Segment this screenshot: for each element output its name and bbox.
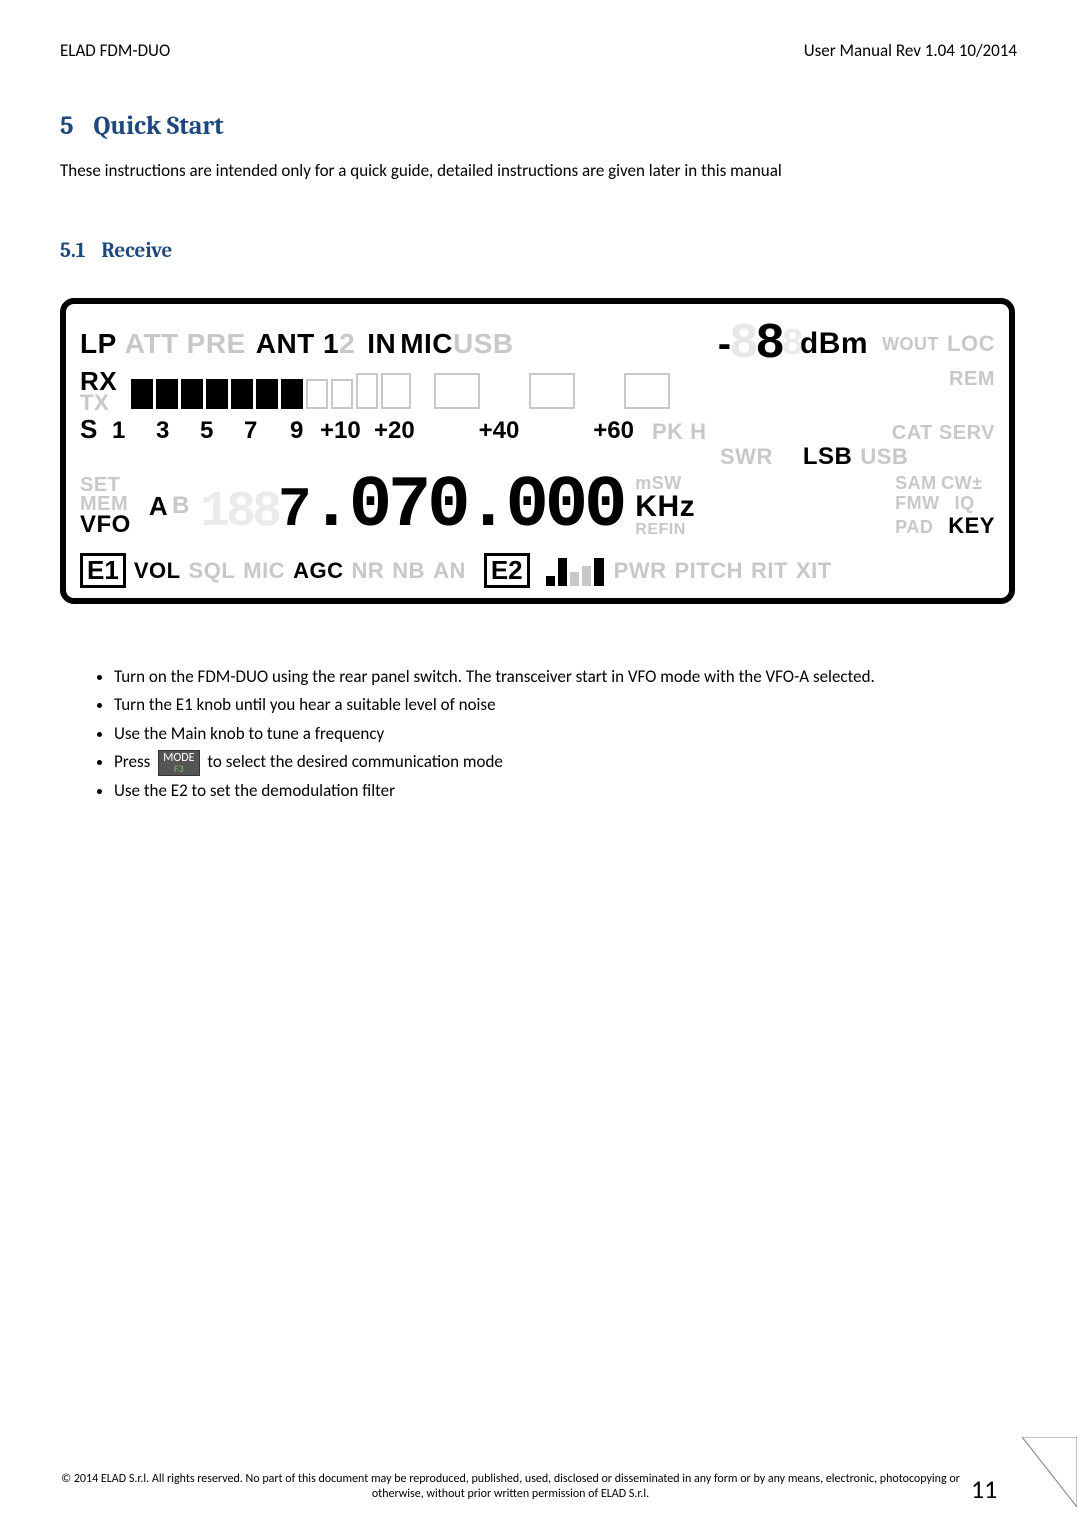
bullet-2: Turn the E1 knob until you hear a suitab…	[114, 692, 1017, 718]
section-heading: 5 Quick Start	[60, 111, 1017, 141]
lcd-tx: TX	[80, 393, 117, 414]
page-header: ELAD FDM-DUO User Manual Rev 1.04 10/201…	[60, 40, 1017, 61]
lcd-row-3: S 1 3 5 7 9 +10 +20 +40 +60 PK H CAT SER…	[80, 414, 995, 445]
section-title: Quick Start	[94, 111, 224, 141]
lcd-khz: KHz	[635, 492, 695, 522]
lcd-p60: +60	[554, 417, 634, 445]
lcd-nb: NB	[392, 558, 425, 584]
lcd-usb-in: USB	[453, 328, 514, 360]
lcd-panel: LP ATT PRE ANT 12 IN MIC USB - 8 8 8 dBm	[60, 298, 1015, 604]
lcd-s1: 1	[112, 417, 156, 445]
lcd-cwpm: CW±	[941, 473, 982, 493]
footer-copyright: © 2014 ELAD S.r.l. All rights reserved. …	[60, 1472, 961, 1503]
lcd-row-1: LP ATT PRE ANT 12 IN MIC USB - 8 8 8 dBm	[80, 316, 995, 373]
lcd-s9: 9	[290, 417, 320, 445]
lcd-mic-e1: MIC	[243, 558, 285, 584]
lcd-refin: REFIN	[635, 522, 695, 538]
lcd-an: AN	[433, 558, 466, 584]
bullet-list: Turn on the FDM-DUO using the rear panel…	[90, 664, 1017, 804]
lcd-vfo-a: A	[149, 491, 168, 522]
lcd-p10: +10	[320, 417, 374, 445]
lcd-ant2: 2	[339, 328, 355, 360]
page-footer: © 2014 ELAD S.r.l. All rights reserved. …	[60, 1472, 1017, 1503]
lcd-dbm-ghost: 8	[781, 323, 800, 366]
lcd-s-meter	[131, 373, 673, 409]
lcd-sql: SQL	[189, 558, 236, 584]
lcd-fmw: FMW	[895, 493, 939, 513]
lcd-e1: E1	[80, 553, 126, 588]
lcd-xit: XIT	[796, 558, 832, 584]
lcd-sam: SAM	[895, 473, 937, 493]
bullet-1: Turn on the FDM-DUO using the rear panel…	[114, 664, 1017, 690]
lcd-agc: AGC	[293, 558, 343, 584]
subsection-heading: 5.1 Receive	[60, 239, 1017, 263]
page-corner-icon	[1022, 1437, 1077, 1507]
lcd-iq: IQ	[955, 493, 975, 513]
mode-button-icon: MODE F3	[158, 750, 199, 776]
lcd-mic: MIC	[400, 328, 453, 360]
lcd-vol: VOL	[134, 558, 181, 584]
lcd-freq-right: 000	[506, 465, 624, 547]
lcd-row-5: E1 VOL SQL MIC AGC NR NB AN E2	[80, 553, 995, 588]
bullet-4: Press MODE F3 to select the desired comm…	[114, 749, 1017, 776]
lcd-pitch: PITCH	[674, 558, 743, 584]
lcd-ant1: ANT 1	[256, 328, 339, 360]
lcd-pkh: PK H	[652, 419, 707, 445]
lcd-vfo-b: B	[172, 492, 190, 520]
mode-btn-bottom: F3	[163, 764, 194, 774]
lcd-serv: SERV	[939, 422, 995, 445]
lcd-e2: E2	[484, 553, 530, 588]
header-right: User Manual Rev 1.04 10/2014	[804, 40, 1017, 61]
lcd-freq-mid: 070	[349, 465, 467, 547]
lcd-cat: CAT	[892, 422, 933, 445]
lcd-set: SET	[80, 476, 131, 495]
lcd-vfo: VFO	[80, 514, 131, 537]
lcd-freq-7: 7	[278, 478, 308, 542]
section-number: 5	[60, 111, 74, 141]
lcd-p20: +20	[374, 417, 444, 445]
lcd-pwr: PWR	[614, 558, 667, 584]
lcd-loc: LOC	[947, 331, 995, 357]
lcd-wout: WOUT	[882, 335, 939, 353]
lcd-pre: PRE	[187, 328, 246, 360]
bullet-4b: to select the desired communication mode	[207, 751, 502, 772]
section-intro: These instructions are intended only for…	[60, 159, 1017, 184]
lcd-att: ATT	[125, 328, 179, 360]
subsection-number: 5.1	[60, 239, 85, 263]
lcd-p40: +40	[444, 417, 554, 445]
lcd-rit: RIT	[751, 558, 788, 584]
lcd-s: S	[80, 414, 112, 445]
bullet-3: Use the Main knob to tune a frequency	[114, 721, 1017, 747]
lcd-in: IN	[367, 328, 396, 360]
lcd-s3: 3	[156, 417, 200, 445]
lcd-e2-bars-icon	[546, 556, 604, 586]
lcd-s7: 7	[244, 417, 290, 445]
lcd-row-4: SET MEM VFO A B 188 7 . 070 . 000	[80, 465, 995, 547]
header-left: ELAD FDM-DUO	[60, 40, 170, 61]
lcd-frequency: 188 7 . 070 . 000	[200, 465, 623, 547]
lcd-key: KEY	[948, 513, 995, 538]
lcd-lp: LP	[80, 328, 117, 360]
bullet-5: Use the E2 to set the demodulation filte…	[114, 778, 1017, 804]
lcd-dbm-val: 8	[755, 316, 781, 373]
lcd-dbm-unit: dBm	[800, 327, 868, 361]
bullet-4a: Press	[114, 751, 154, 772]
lcd-dbm-dim: 8	[729, 316, 755, 373]
subsection-title: Receive	[101, 239, 172, 263]
lcd-freq-dim: 188	[200, 484, 278, 541]
page-number: 11	[971, 1473, 997, 1505]
lcd-row-2: RX TX REM	[80, 369, 995, 415]
lcd-s5: 5	[200, 417, 244, 445]
lcd-nr: NR	[352, 558, 385, 584]
lcd-pad: PAD	[895, 517, 933, 537]
lcd-rem: REM	[949, 369, 995, 390]
